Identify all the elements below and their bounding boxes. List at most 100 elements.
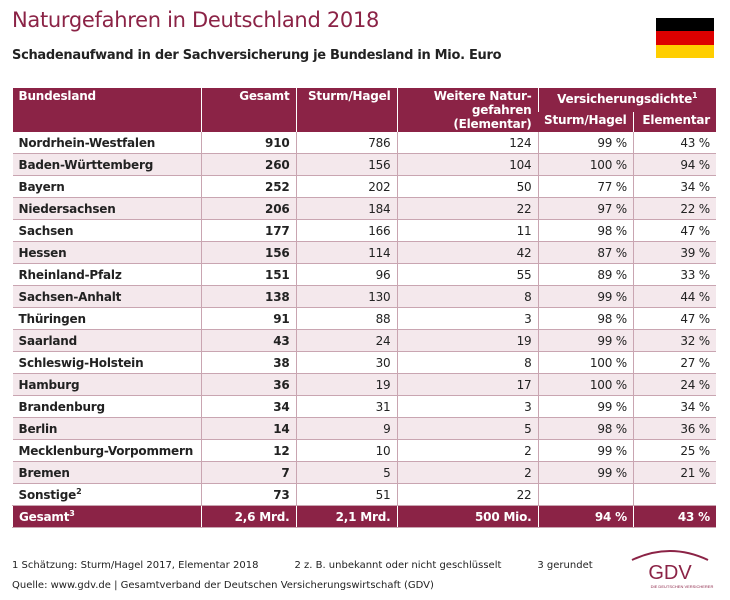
- logo-name: GDV: [648, 562, 692, 584]
- cell: 184: [295, 197, 397, 220]
- cell: 51: [295, 483, 397, 506]
- cell: 17: [396, 373, 538, 396]
- col-header: Sturm/Hagel: [538, 111, 634, 132]
- table-row: Berlin 14 9 5 98 % 36 %: [12, 417, 716, 440]
- table-row: Sonstige2 73 51 22: [12, 483, 716, 506]
- cell: 47 %: [633, 307, 716, 330]
- col-header: Bundesland: [12, 88, 201, 132]
- cell: 98 %: [537, 417, 634, 440]
- state-name: Brandenburg: [18, 399, 106, 414]
- state-name: Bayern: [18, 179, 65, 194]
- col-header: Gesamt: [200, 88, 296, 132]
- col-header: Weitere Natur-: [433, 89, 532, 103]
- cell: 99 %: [537, 461, 634, 484]
- state-cell: Sachsen-Anhalt: [12, 285, 201, 308]
- cell: 38: [200, 351, 296, 374]
- cell: 99 %: [537, 285, 634, 308]
- cell: 33 %: [633, 263, 716, 286]
- table-row: Brandenburg 34 31 3 99 % 34 %: [12, 395, 716, 418]
- cell: 5: [295, 461, 397, 484]
- state-name: Niedersachsen: [18, 201, 116, 216]
- table-row: Sachsen 177 166 11 98 % 47 %: [12, 219, 716, 242]
- cell: 252: [200, 175, 296, 198]
- cell: 42: [396, 241, 538, 264]
- col-header: gefahren (Elementar): [453, 103, 532, 131]
- cell: [537, 483, 634, 506]
- header-row: Bundesland Gesamt Sturm/Hagel Weitere Na…: [12, 88, 716, 132]
- cell: 22: [396, 197, 538, 220]
- cell: [633, 483, 716, 506]
- table-row: Hessen 156 114 42 87 % 39 %: [12, 241, 716, 264]
- cell: 156: [200, 241, 296, 264]
- state-name: Schleswig-Holstein: [18, 355, 144, 370]
- notes: 1 Schätzung: Sturm/Hagel 2017, Elementar…: [12, 560, 593, 571]
- col-header: Versicherungsdichte: [557, 92, 693, 106]
- cell: 24: [295, 329, 397, 352]
- cell: 22 %: [633, 197, 716, 220]
- cell: 22: [396, 483, 538, 506]
- cell: 89 %: [537, 263, 634, 286]
- state-cell: Schleswig-Holstein: [12, 351, 201, 374]
- cell: 3: [396, 307, 538, 330]
- title: Naturgefahren in Deutschland 2018: [12, 8, 380, 32]
- cell: 2,1 Mrd.: [295, 505, 397, 528]
- table-row: Hamburg 36 19 17 100 % 24 %: [12, 373, 716, 396]
- cell: 24 %: [633, 373, 716, 396]
- state-name: Hessen: [18, 245, 67, 260]
- cell: 44 %: [633, 285, 716, 308]
- state-cell: Bayern: [12, 175, 201, 198]
- cell: 43 %: [633, 505, 716, 528]
- cell: 2: [396, 439, 538, 462]
- state-name: Berlin: [18, 421, 58, 436]
- cell: 25 %: [633, 439, 716, 462]
- cell: 73: [200, 483, 296, 506]
- cell: 99 %: [537, 329, 634, 352]
- state-cell: Sachsen: [12, 219, 201, 242]
- state-name: Sachsen: [18, 223, 74, 238]
- state-cell: Niedersachsen: [12, 197, 201, 220]
- logo-tagline: DIE DEUTSCHEN VERSICHERER: [651, 584, 714, 589]
- cell: 98 %: [537, 307, 634, 330]
- cell: 99 %: [537, 395, 634, 418]
- state-cell: Thüringen: [12, 307, 201, 330]
- flag: [656, 18, 714, 58]
- table-row: Mecklenburg-Vorpommern 12 10 2 99 % 25 %: [12, 439, 716, 462]
- state-name: Hamburg: [18, 377, 80, 392]
- cell: 14: [200, 417, 296, 440]
- state-name: Thüringen: [18, 311, 87, 326]
- cell: 910: [200, 132, 296, 154]
- cell: 100 %: [537, 351, 634, 374]
- cell: 500 Mio.: [396, 505, 538, 528]
- cell: 11: [396, 219, 538, 242]
- table: Bundesland Gesamt Sturm/Hagel Weitere Na…: [12, 88, 716, 528]
- state-cell: Gesamt3: [12, 505, 201, 528]
- cell: 202: [295, 175, 397, 198]
- cell: 34: [200, 395, 296, 418]
- note-mark: 1: [692, 91, 698, 100]
- state-name: Bremen: [18, 465, 70, 480]
- cell: 8: [396, 285, 538, 308]
- cell: 94 %: [537, 505, 634, 528]
- col-header: Sturm/Hagel: [295, 88, 397, 132]
- table-row: Nordrhein-Westfalen 910 786 124 99 % 43 %: [12, 132, 716, 154]
- cell: 34 %: [633, 395, 716, 418]
- cell: 36: [200, 373, 296, 396]
- state-name: Rheinland-Pfalz: [18, 267, 122, 282]
- note: 3 gerundet: [537, 560, 593, 571]
- cell: 19: [396, 329, 538, 352]
- cell: 55: [396, 263, 538, 286]
- cell: 99 %: [537, 132, 634, 154]
- table-row: Bremen 7 5 2 99 % 21 %: [12, 461, 716, 484]
- cell: 91: [200, 307, 296, 330]
- note-mark: 3: [69, 509, 75, 518]
- cell: 87 %: [537, 241, 634, 264]
- cell: 100 %: [537, 153, 634, 176]
- table-row: Thüringen 91 88 3 98 % 47 %: [12, 307, 716, 330]
- cell: 34 %: [633, 175, 716, 198]
- state-cell: Brandenburg: [12, 395, 201, 418]
- cell: 27 %: [633, 351, 716, 374]
- cell: 786: [295, 132, 397, 154]
- subtitle: Schadenaufwand in der Sachversicherung j…: [12, 48, 502, 63]
- source: Quelle: www.gdv.de | Gesamtverband der D…: [12, 580, 434, 591]
